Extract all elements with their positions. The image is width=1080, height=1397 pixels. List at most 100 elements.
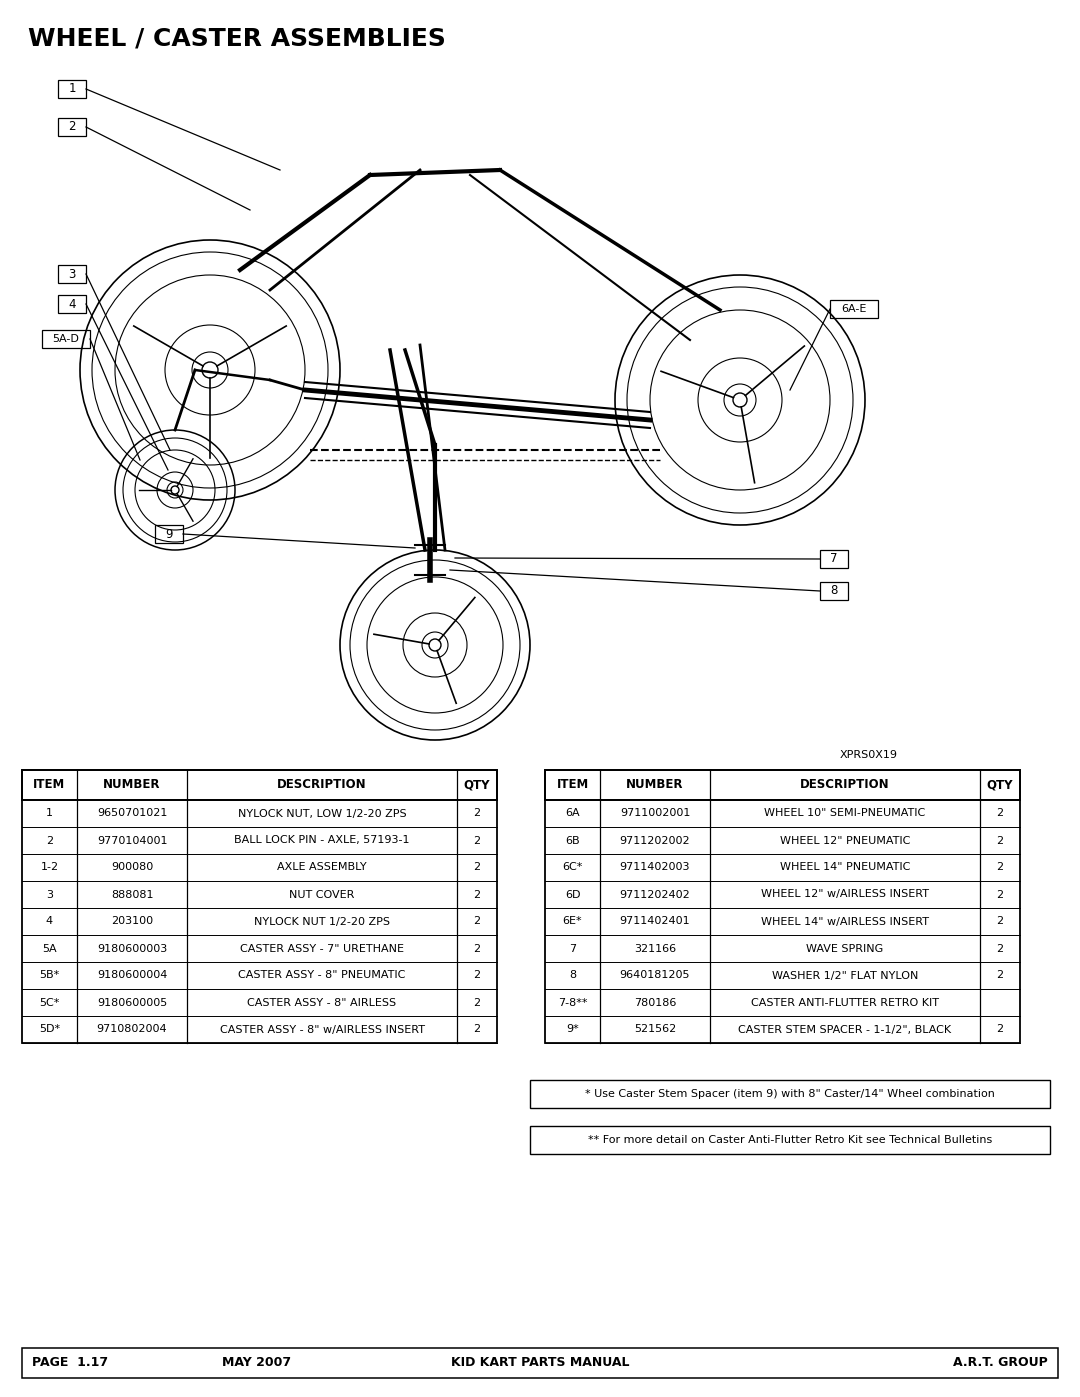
Text: 1-2: 1-2 — [40, 862, 58, 873]
Text: CASTER STEM SPACER - 1-1/2", BLACK: CASTER STEM SPACER - 1-1/2", BLACK — [739, 1024, 951, 1035]
Text: 2: 2 — [997, 971, 1003, 981]
Bar — [545, 770, 1020, 800]
Text: 2: 2 — [997, 835, 1003, 845]
Text: 9: 9 — [165, 528, 173, 541]
Text: 9770104001: 9770104001 — [97, 835, 167, 845]
Text: 2: 2 — [473, 943, 481, 954]
Text: 6E*: 6E* — [563, 916, 582, 926]
Text: 9180600005: 9180600005 — [97, 997, 167, 1007]
Text: NUMBER: NUMBER — [626, 778, 684, 792]
Text: 9180600003: 9180600003 — [97, 943, 167, 954]
Text: WHEEL 12" PNEUMATIC: WHEEL 12" PNEUMATIC — [780, 835, 910, 845]
Text: 5C*: 5C* — [39, 997, 59, 1007]
Text: 321166: 321166 — [634, 943, 676, 954]
Text: 2: 2 — [997, 890, 1003, 900]
Text: 2: 2 — [473, 1024, 481, 1035]
Text: CASTER ASSY - 7" URETHANE: CASTER ASSY - 7" URETHANE — [240, 943, 404, 954]
Bar — [820, 583, 848, 599]
Bar — [22, 770, 497, 800]
Text: 3: 3 — [68, 267, 76, 281]
Text: 5A-D: 5A-D — [53, 334, 80, 344]
Text: AXLE ASSEMBLY: AXLE ASSEMBLY — [278, 862, 367, 873]
Bar — [42, 330, 90, 348]
Text: 2: 2 — [473, 835, 481, 845]
Text: 203100: 203100 — [111, 916, 153, 926]
Text: 9*: 9* — [566, 1024, 579, 1035]
Text: QTY: QTY — [463, 778, 490, 792]
Text: WHEEL 14" w/AIRLESS INSERT: WHEEL 14" w/AIRLESS INSERT — [761, 916, 929, 926]
Text: 2: 2 — [997, 862, 1003, 873]
Text: 1: 1 — [46, 809, 53, 819]
Bar — [22, 1348, 1058, 1377]
Text: 4: 4 — [46, 916, 53, 926]
Text: 2: 2 — [997, 916, 1003, 926]
Text: 2: 2 — [997, 1024, 1003, 1035]
Bar — [58, 117, 86, 136]
Text: CASTER ASSY - 8" AIRLESS: CASTER ASSY - 8" AIRLESS — [247, 997, 396, 1007]
Text: 9711202402: 9711202402 — [620, 890, 690, 900]
Text: 6A-E: 6A-E — [841, 305, 866, 314]
Text: A.R.T. GROUP: A.R.T. GROUP — [954, 1356, 1048, 1369]
Bar — [58, 295, 86, 313]
Text: 8: 8 — [831, 584, 838, 598]
Text: PAGE  1.17: PAGE 1.17 — [32, 1356, 108, 1369]
Bar — [530, 1126, 1050, 1154]
Text: DESCRIPTION: DESCRIPTION — [278, 778, 367, 792]
Text: BALL LOCK PIN - AXLE, 57193-1: BALL LOCK PIN - AXLE, 57193-1 — [234, 835, 409, 845]
Text: 2: 2 — [473, 890, 481, 900]
Text: 2: 2 — [473, 862, 481, 873]
Bar — [58, 80, 86, 98]
Text: 900080: 900080 — [111, 862, 153, 873]
Text: 8: 8 — [569, 971, 576, 981]
Text: DESCRIPTION: DESCRIPTION — [800, 778, 890, 792]
Text: NUMBER: NUMBER — [104, 778, 161, 792]
Text: 521562: 521562 — [634, 1024, 676, 1035]
Text: WHEEL 12" w/AIRLESS INSERT: WHEEL 12" w/AIRLESS INSERT — [761, 890, 929, 900]
Text: KID KART PARTS MANUAL: KID KART PARTS MANUAL — [450, 1356, 630, 1369]
Text: 9640181205: 9640181205 — [620, 971, 690, 981]
Text: CASTER ANTI-FLUTTER RETRO KIT: CASTER ANTI-FLUTTER RETRO KIT — [751, 997, 939, 1007]
Text: 2: 2 — [473, 916, 481, 926]
Text: 2: 2 — [68, 120, 76, 134]
Text: NYLOCK NUT 1/2-20 ZPS: NYLOCK NUT 1/2-20 ZPS — [254, 916, 390, 926]
Text: 9180600004: 9180600004 — [97, 971, 167, 981]
Text: 9711202002: 9711202002 — [620, 835, 690, 845]
Bar — [831, 300, 878, 319]
Text: 5D*: 5D* — [39, 1024, 60, 1035]
Text: QTY: QTY — [987, 778, 1013, 792]
Text: 888081: 888081 — [111, 890, 153, 900]
Text: XPRS0X19: XPRS0X19 — [840, 750, 897, 760]
Text: 7: 7 — [831, 552, 838, 566]
Text: 2: 2 — [997, 943, 1003, 954]
Text: 2: 2 — [997, 809, 1003, 819]
Text: 7-8**: 7-8** — [557, 997, 588, 1007]
Text: 5B*: 5B* — [39, 971, 59, 981]
Text: 2: 2 — [473, 971, 481, 981]
Text: 6C*: 6C* — [563, 862, 583, 873]
Text: 4: 4 — [68, 298, 76, 310]
Text: ** For more detail on Caster Anti-Flutter Retro Kit see Technical Bulletins: ** For more detail on Caster Anti-Flutte… — [588, 1134, 993, 1146]
Text: 7: 7 — [569, 943, 576, 954]
Text: 780186: 780186 — [634, 997, 676, 1007]
Bar — [545, 770, 1020, 1044]
Text: * Use Caster Stem Spacer (item 9) with 8" Caster/14" Wheel combination: * Use Caster Stem Spacer (item 9) with 8… — [585, 1090, 995, 1099]
Text: ITEM: ITEM — [33, 778, 66, 792]
Bar — [820, 550, 848, 569]
Bar — [156, 525, 183, 543]
Text: ITEM: ITEM — [556, 778, 589, 792]
Text: 9711402003: 9711402003 — [620, 862, 690, 873]
Text: 9650701021: 9650701021 — [97, 809, 167, 819]
Text: 9710802004: 9710802004 — [97, 1024, 167, 1035]
Text: WAVE SPRING: WAVE SPRING — [807, 943, 883, 954]
Text: NYLOCK NUT, LOW 1/2-20 ZPS: NYLOCK NUT, LOW 1/2-20 ZPS — [238, 809, 406, 819]
Text: 5A: 5A — [42, 943, 57, 954]
Text: 6B: 6B — [565, 835, 580, 845]
Text: 2: 2 — [473, 997, 481, 1007]
Text: 2: 2 — [473, 809, 481, 819]
Text: 3: 3 — [46, 890, 53, 900]
Bar — [58, 265, 86, 284]
Text: CASTER ASSY - 8" w/AIRLESS INSERT: CASTER ASSY - 8" w/AIRLESS INSERT — [219, 1024, 424, 1035]
Bar — [530, 1080, 1050, 1108]
Text: WHEEL 10" SEMI-PNEUMATIC: WHEEL 10" SEMI-PNEUMATIC — [765, 809, 926, 819]
Text: 1: 1 — [68, 82, 76, 95]
